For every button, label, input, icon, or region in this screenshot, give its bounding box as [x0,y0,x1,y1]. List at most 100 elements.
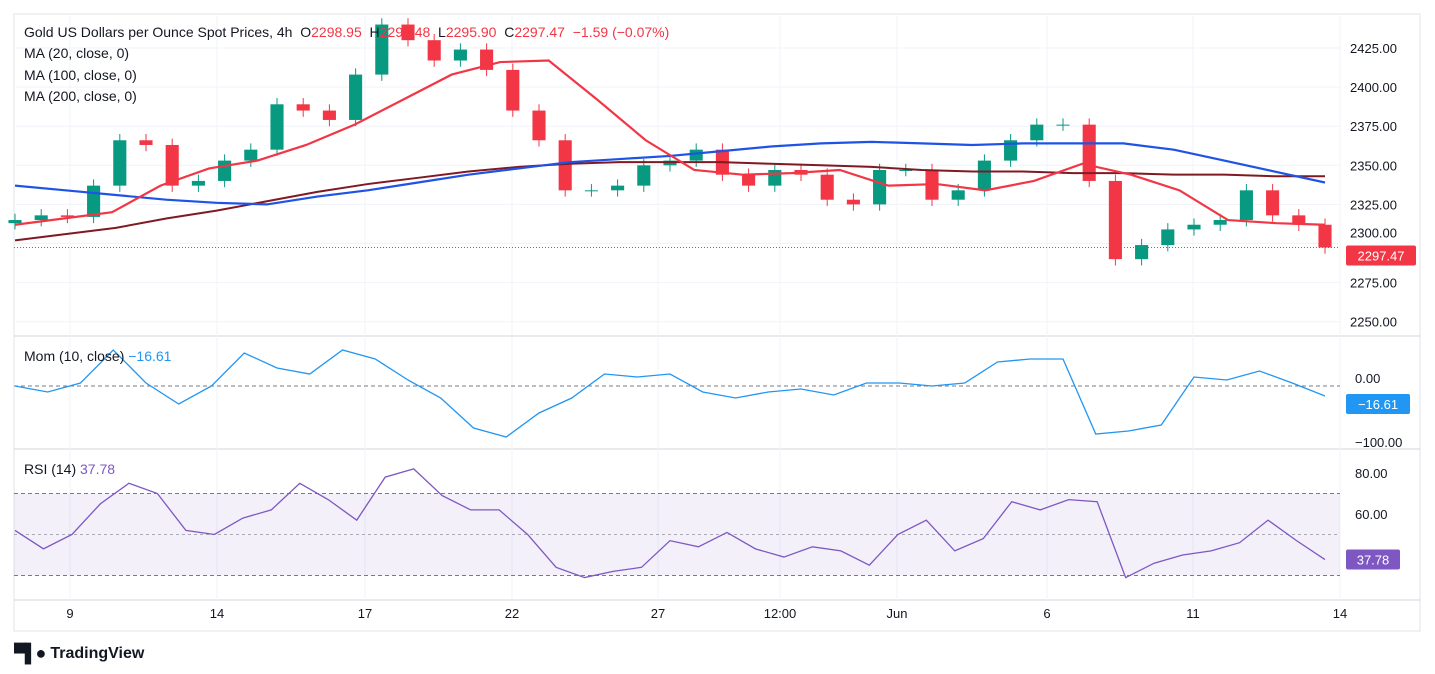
price-tick-label: 2275.00 [1350,276,1397,291]
candle-body [558,140,572,191]
candle-body [1030,124,1044,141]
rsi-title: RSI (14) [24,461,77,477]
high-label: H [369,24,380,40]
ma200-legend[interactable]: MA (200, close, 0) [24,88,137,104]
candle-body [322,110,336,120]
chart-frame [13,13,1421,632]
price-tick-label: 2400.00 [1350,80,1397,95]
candle-body [846,199,860,205]
mom-tick-label: 0.00 [1355,371,1380,386]
mom-value-badge [1346,393,1410,414]
price-tick-label: 2325.00 [1350,197,1397,212]
time-tick-label: 12:00 [764,606,797,621]
candle-body [689,149,703,161]
low-value: 2295.90 [445,24,497,40]
candle-body [1135,245,1149,260]
candle-body [218,160,232,181]
mom-legend[interactable]: Mom (10, close) −16.61 [24,348,171,364]
rsi-legend[interactable]: RSI (14) 37.78 [24,461,115,477]
candle-body [165,144,179,186]
time-tick-label: 11 [1186,606,1200,621]
mom-value: −16.61 [128,348,172,364]
rsi-line [14,468,1326,579]
candle-body [8,220,22,224]
change-value: −1.59 (−0.07%) [572,24,670,40]
candle-body [1292,215,1306,225]
brand-name: TradingView [50,644,145,662]
candle-body [401,24,415,41]
time-tick-label: 14 [1333,606,1347,621]
candle-body [611,185,625,191]
candle-body [375,24,389,75]
candle-body [60,215,74,217]
candle-body [637,165,651,186]
candle-body [113,140,127,186]
rsi-tick-label: 60.00 [1355,507,1388,522]
candle-body [768,169,782,186]
time-tick-label: 14 [210,606,224,621]
mom-tick-label: −100.00 [1355,435,1402,450]
mom-title: Mom (10, close) [24,348,125,364]
price-tick-label: 2350.00 [1350,158,1397,173]
symbol-title: Gold US Dollars per Ounce Spot Prices, 4… [24,24,293,40]
open-label: O [300,24,312,40]
mom-value-label: −16.61 [1358,397,1398,412]
low-label: L [438,24,446,40]
candle-body [584,190,598,192]
candle-body [873,169,887,205]
candle-body [87,185,101,217]
candle-body [977,160,991,191]
close-label: C [504,24,515,40]
time-tick-label: 6 [1043,606,1050,621]
last-price-badge [1346,245,1416,266]
time-tick-label: 9 [66,606,73,621]
rsi-value: 37.78 [80,461,116,477]
candle-body [1213,220,1227,225]
candle-body [139,140,153,145]
ma20-legend[interactable]: MA (20, close, 0) [24,45,130,61]
rsi-value-label: 37.78 [1357,553,1390,568]
candle-body [1266,190,1280,216]
price-tick-label: 2375.00 [1350,119,1397,134]
mom-line [14,349,1326,438]
candle-body [1187,224,1201,230]
symbol-legend: Gold US Dollars per Ounce Spot Prices, 4… [24,24,669,40]
time-tick-label: 22 [505,606,519,621]
ma100-legend[interactable]: MA (100, close, 0) [24,67,137,83]
candle-body [899,169,913,171]
tradingview-logo[interactable]: ▀▌● TradingView [14,643,144,664]
candle-body [244,149,258,161]
open-value: 2298.95 [311,24,362,40]
candle-body [191,180,205,186]
candle-body [1161,229,1175,246]
candle-body [427,40,441,61]
candle-body [453,49,467,61]
tradingview-logo-icon: ▀▌● [14,643,46,663]
last-price-label: 2297.47 [1358,248,1405,263]
candle-body [1004,140,1018,161]
candle-body [270,104,284,150]
price-tick-label: 2425.00 [1350,41,1397,56]
time-tick-label: Jun [887,606,908,621]
candle-body [742,174,756,186]
candle-body [820,174,834,200]
rsi-tick-label: 80.00 [1355,466,1388,481]
close-value: 2297.47 [514,24,565,40]
candle-body [1056,124,1070,126]
candle-body [34,215,48,221]
candle-body [296,104,310,111]
high-value: 2299.48 [379,24,431,40]
time-tick-label: 27 [651,606,665,621]
ma200-line [14,161,1325,242]
candle-body [1239,190,1253,221]
candle-body [1108,180,1122,260]
candle-body [951,190,965,200]
time-tick-label: 17 [358,606,372,621]
candle-body [506,69,520,111]
ma20-line [14,59,1326,226]
candle-body [349,74,363,120]
candle-body [532,110,546,141]
rsi-value-badge [1346,549,1400,570]
